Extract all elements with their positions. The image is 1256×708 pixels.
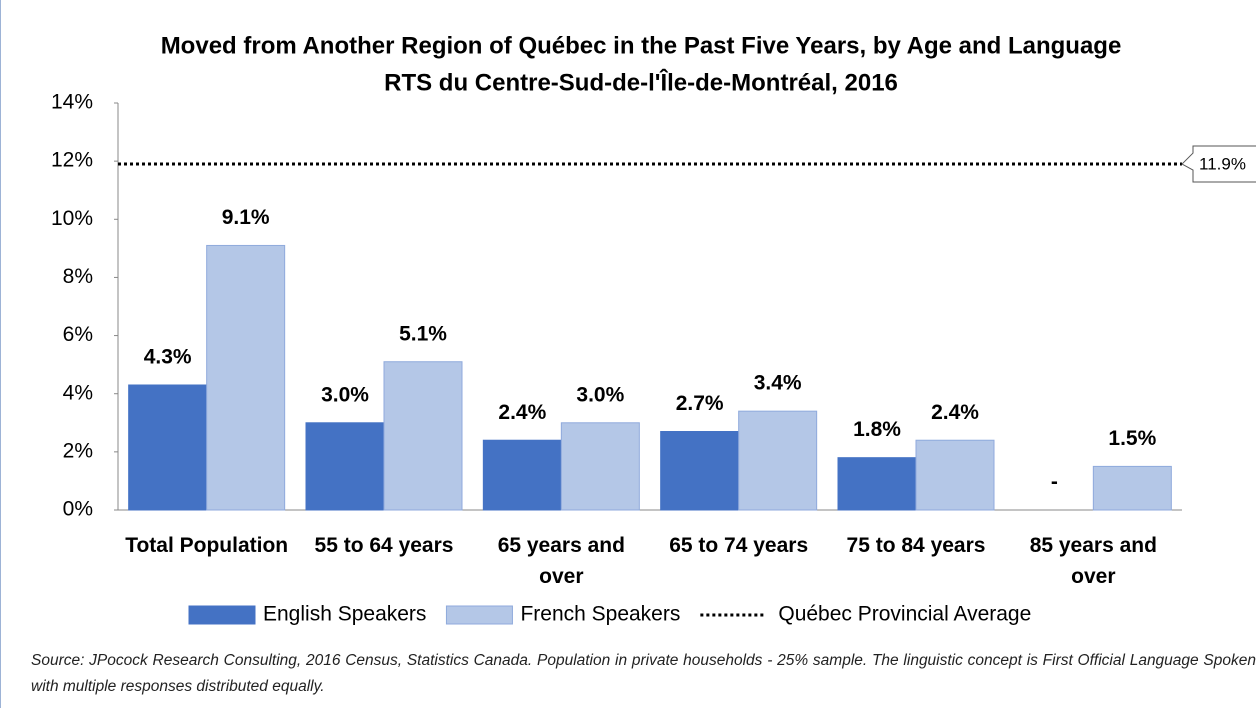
data-label: 2.4%: [498, 401, 546, 424]
data-label: 2.7%: [676, 392, 724, 415]
bar: [1092, 465, 1172, 511]
legend-label: Québec Provincial Average: [778, 603, 1031, 626]
bar: [305, 422, 385, 511]
chart-title: Moved from Another Region of Québec in t…: [161, 32, 1122, 59]
chart-subtitle: RTS du Centre-Sud-de-l'Île-de-Montréal, …: [384, 68, 898, 96]
legend-swatch: [188, 605, 256, 625]
data-label: 9.1%: [222, 206, 270, 229]
bar: [915, 439, 995, 511]
y-tick-label: 4%: [63, 381, 93, 404]
y-tick-label: 10%: [51, 207, 93, 230]
data-label: 5.1%: [399, 322, 447, 345]
legend-swatch: [445, 605, 513, 625]
data-label: 1.5%: [1108, 427, 1156, 450]
bar: [206, 244, 286, 511]
legend-label: French Speakers: [520, 603, 680, 626]
x-tick-label: 75 to 84 years: [846, 534, 986, 557]
bar: [482, 439, 562, 511]
bar: [660, 431, 740, 511]
bar: [560, 422, 640, 511]
x-tick-label: 85 years and over: [1029, 534, 1157, 588]
x-tick-label: 65 to 74 years: [669, 534, 809, 557]
data-label: -: [1051, 471, 1058, 494]
data-label: 4.3%: [144, 346, 192, 369]
data-label: 3.0%: [576, 383, 624, 406]
y-tick-label: 0%: [63, 498, 93, 521]
source-note: Source: JPocock Research Consulting, 201…: [31, 652, 1256, 695]
data-label: 3.0%: [321, 383, 369, 406]
y-tick-label: 6%: [63, 323, 93, 346]
y-tick-label: 14%: [51, 91, 93, 114]
data-label: 2.4%: [931, 401, 979, 424]
legend-label: English Speakers: [263, 603, 426, 626]
data-label: 1.8%: [853, 418, 901, 441]
bar: [383, 361, 463, 511]
x-tick-label: Total Population: [125, 534, 289, 557]
data-label: 3.4%: [754, 372, 802, 395]
bar: [738, 410, 818, 511]
bar: [128, 384, 208, 511]
callout-box: [1181, 145, 1256, 183]
y-tick-label: 2%: [63, 439, 93, 462]
y-tick-label: 8%: [63, 265, 93, 288]
x-tick-label: 55 to 64 years: [314, 534, 454, 557]
bar: [837, 457, 917, 511]
x-tick-label: 65 years and over: [497, 534, 625, 588]
y-tick-label: 12%: [51, 149, 93, 172]
average-label: 11.9%: [1199, 155, 1246, 174]
